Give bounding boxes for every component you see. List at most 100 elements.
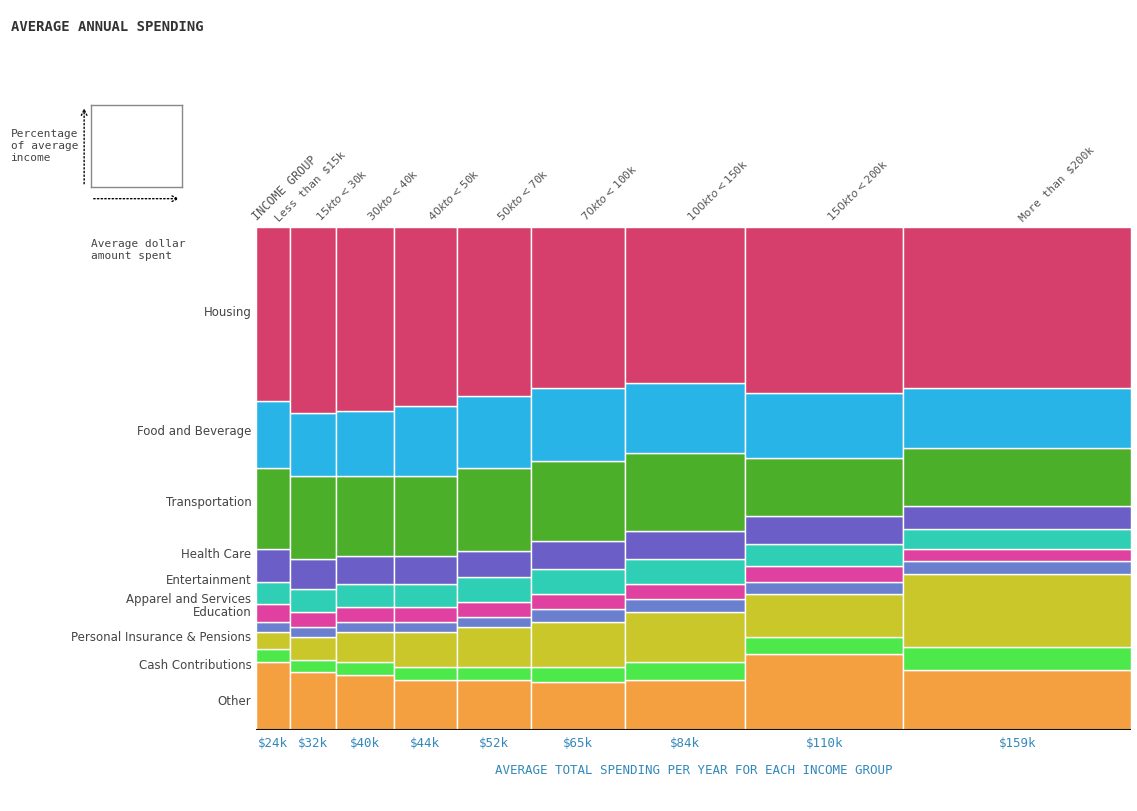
Bar <box>745 566 903 581</box>
Bar <box>745 594 903 637</box>
Bar <box>256 549 290 581</box>
Bar <box>903 574 1131 647</box>
Bar <box>903 647 1131 670</box>
Text: $150k to <$200k: $150k to <$200k <box>824 157 890 223</box>
Bar <box>457 602 531 617</box>
Bar <box>903 561 1131 574</box>
Bar <box>745 393 903 458</box>
Bar <box>624 453 745 531</box>
Bar <box>903 670 1131 730</box>
Bar <box>903 529 1131 549</box>
Text: Other: Other <box>217 695 251 708</box>
Bar <box>290 413 337 476</box>
Bar <box>624 584 745 599</box>
Text: $15k to <$30k: $15k to <$30k <box>313 167 370 223</box>
Bar <box>457 551 531 577</box>
Bar <box>457 627 531 667</box>
Bar <box>531 461 624 542</box>
Bar <box>393 556 457 584</box>
Bar <box>290 627 337 637</box>
Text: Education: Education <box>192 606 251 619</box>
Bar <box>531 542 624 569</box>
Bar <box>624 662 745 680</box>
Text: Average dollar
amount spent: Average dollar amount spent <box>91 239 185 261</box>
Bar <box>903 549 1131 561</box>
Bar <box>290 659 337 672</box>
X-axis label: AVERAGE TOTAL SPENDING PER YEAR FOR EACH INCOME GROUP: AVERAGE TOTAL SPENDING PER YEAR FOR EACH… <box>495 764 893 777</box>
Bar <box>624 383 745 453</box>
Bar <box>531 388 624 461</box>
Bar <box>393 680 457 730</box>
Text: Cash Contributions: Cash Contributions <box>139 659 251 672</box>
Text: Health Care: Health Care <box>181 548 251 561</box>
Bar <box>531 682 624 730</box>
Text: $50k to <$70k: $50k to <$70k <box>495 167 550 223</box>
Bar <box>457 577 531 602</box>
Bar <box>457 396 531 469</box>
Bar <box>290 672 337 730</box>
Text: Transportation: Transportation <box>166 496 251 509</box>
Bar <box>624 531 745 559</box>
Bar <box>624 227 745 383</box>
Bar <box>903 448 1131 506</box>
Bar <box>531 667 624 682</box>
Bar <box>531 569 624 594</box>
Bar <box>337 662 393 675</box>
Bar <box>337 584 393 607</box>
Bar <box>624 599 745 611</box>
Bar <box>393 667 457 680</box>
Bar <box>337 675 393 730</box>
Bar <box>337 622 393 632</box>
Bar <box>393 406 457 476</box>
Bar <box>393 632 457 667</box>
Bar <box>624 680 745 730</box>
Text: $100k to <$150k: $100k to <$150k <box>684 157 750 223</box>
Bar <box>337 410 393 476</box>
Bar <box>531 227 624 388</box>
Bar <box>457 469 531 551</box>
Bar <box>290 476 337 559</box>
Bar <box>457 227 531 396</box>
Bar <box>393 622 457 632</box>
Bar <box>745 544 903 567</box>
Bar <box>256 401 290 469</box>
Bar <box>256 622 290 632</box>
Text: INCOME GROUP: INCOME GROUP <box>250 153 319 223</box>
Bar <box>624 611 745 662</box>
Bar <box>337 632 393 662</box>
Bar <box>393 227 457 406</box>
Text: More than $200k: More than $200k <box>1018 144 1096 223</box>
Bar <box>290 637 337 659</box>
Bar <box>745 517 903 544</box>
Text: $30k to <$40k: $30k to <$40k <box>365 167 421 223</box>
Bar <box>745 227 903 393</box>
Bar <box>337 476 393 556</box>
Text: $40k to <$50k: $40k to <$50k <box>425 167 481 223</box>
Bar <box>393 584 457 607</box>
Bar <box>903 227 1131 388</box>
Bar <box>745 637 903 654</box>
Bar <box>745 458 903 517</box>
Bar <box>256 469 290 549</box>
Bar <box>393 607 457 622</box>
Text: Personal Insurance & Pensions: Personal Insurance & Pensions <box>72 631 251 644</box>
Bar <box>256 581 290 604</box>
Bar <box>457 680 531 730</box>
Text: AVERAGE ANNUAL SPENDING: AVERAGE ANNUAL SPENDING <box>11 20 204 34</box>
Text: $70k to <$100k: $70k to <$100k <box>578 162 639 223</box>
Bar <box>393 476 457 556</box>
Bar <box>745 581 903 594</box>
Bar <box>745 654 903 730</box>
Bar <box>624 559 745 584</box>
Bar <box>256 604 290 622</box>
Text: Food and Beverage: Food and Beverage <box>138 425 251 438</box>
Bar <box>903 506 1131 529</box>
Bar <box>256 662 290 730</box>
Bar <box>256 650 290 662</box>
Bar <box>457 617 531 627</box>
Text: Apparel and Services: Apparel and Services <box>126 593 251 606</box>
Bar <box>337 556 393 584</box>
Bar <box>256 632 290 650</box>
Bar <box>337 607 393 622</box>
Text: Percentage
of average
income: Percentage of average income <box>11 130 78 162</box>
